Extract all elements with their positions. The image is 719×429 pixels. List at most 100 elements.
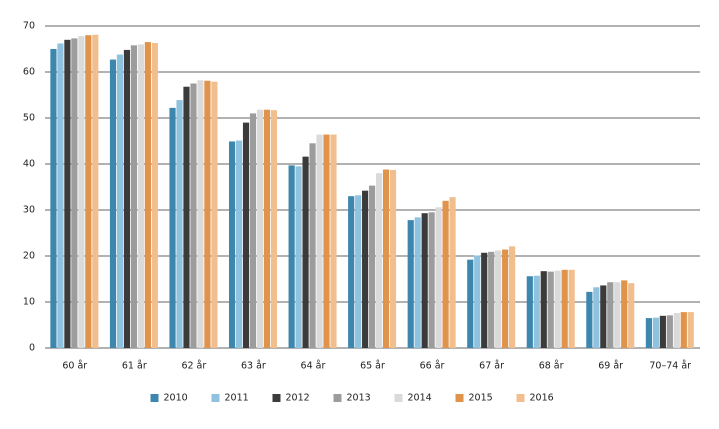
x-tick-label: 64 år — [301, 361, 326, 372]
bar — [449, 197, 456, 348]
bar — [607, 282, 614, 348]
bar — [355, 195, 362, 348]
bar — [57, 43, 64, 348]
bar — [302, 156, 309, 348]
x-tick-label: 68 år — [539, 361, 564, 372]
bar — [593, 287, 600, 348]
bar — [270, 110, 278, 349]
y-tick-label: 40 — [23, 159, 35, 170]
bar — [295, 166, 302, 348]
bar — [116, 54, 124, 349]
bar — [190, 83, 197, 348]
bar — [85, 35, 92, 348]
bar — [467, 259, 474, 348]
bar — [600, 285, 607, 348]
bar — [533, 275, 540, 348]
bar — [204, 80, 211, 349]
bar — [614, 282, 621, 348]
x-tick-label: 61 år — [122, 361, 147, 372]
bar — [362, 190, 369, 348]
bar — [382, 169, 390, 348]
legend-swatch — [333, 394, 342, 402]
bar — [169, 107, 176, 348]
bar — [673, 313, 680, 348]
y-tick-label: 20 — [23, 251, 35, 262]
bar — [666, 315, 673, 348]
bar — [435, 207, 442, 348]
y-tick-label: 30 — [23, 205, 35, 216]
bar — [502, 249, 509, 348]
bar — [78, 36, 85, 349]
bar — [144, 42, 151, 348]
bar — [249, 113, 257, 349]
bar — [375, 173, 383, 348]
bar — [540, 271, 547, 348]
bar — [64, 39, 71, 349]
y-tick-label: 0 — [29, 343, 35, 354]
bar — [309, 143, 316, 348]
legend-swatch — [211, 394, 220, 402]
bar — [547, 271, 554, 348]
bar — [123, 49, 131, 349]
x-tick-label: 62 år — [181, 361, 206, 372]
bar — [263, 109, 271, 348]
legend-swatch — [394, 394, 403, 402]
x-tick-label: 60 år — [62, 361, 87, 372]
bar — [92, 34, 99, 349]
bar — [137, 44, 144, 349]
bar — [495, 250, 502, 348]
y-tick-label: 10 — [23, 297, 35, 308]
y-tick-label: 50 — [23, 113, 35, 124]
bar — [109, 59, 117, 349]
bar — [687, 312, 694, 348]
bar — [256, 109, 264, 348]
bar — [288, 165, 295, 348]
bar — [526, 276, 533, 348]
bar — [481, 252, 488, 348]
bar — [568, 269, 575, 348]
bar — [197, 80, 204, 348]
legend-swatch — [150, 394, 159, 402]
x-tick-label: 65 år — [360, 361, 385, 372]
bar — [348, 196, 355, 348]
bar — [316, 134, 323, 348]
bar — [235, 140, 243, 348]
bar — [389, 169, 397, 348]
x-tick-label: 70–74 år — [649, 361, 691, 372]
bar — [659, 315, 666, 348]
legend-label: 2012 — [286, 393, 310, 404]
bar — [561, 269, 568, 348]
bar — [242, 122, 250, 348]
bar — [211, 81, 218, 348]
bar — [509, 246, 516, 348]
bar — [586, 291, 593, 348]
bar — [474, 255, 481, 348]
bar — [488, 251, 495, 348]
bar — [151, 43, 158, 349]
bar — [183, 86, 190, 348]
bar — [407, 220, 414, 348]
legend-swatch — [455, 394, 464, 402]
bar — [652, 317, 659, 348]
bar — [330, 134, 337, 348]
x-tick-label: 67 år — [479, 361, 504, 372]
bar — [414, 217, 421, 348]
bar — [442, 200, 449, 348]
bar — [428, 212, 435, 348]
legend-label: 2016 — [530, 393, 554, 404]
legend-swatch — [516, 394, 525, 402]
x-tick-label: 63 år — [241, 361, 266, 372]
bar — [50, 49, 57, 348]
legend-label: 2015 — [469, 393, 493, 404]
bar — [628, 283, 635, 348]
bar — [71, 38, 78, 349]
y-tick-label: 60 — [23, 67, 35, 78]
bar — [421, 213, 428, 348]
bar — [176, 100, 183, 348]
x-tick-label: 69 år — [598, 361, 623, 372]
legend-label: 2013 — [347, 393, 371, 404]
legend-label: 2011 — [225, 393, 249, 404]
legend-swatch — [272, 394, 281, 402]
legend-label: 2010 — [164, 393, 188, 404]
